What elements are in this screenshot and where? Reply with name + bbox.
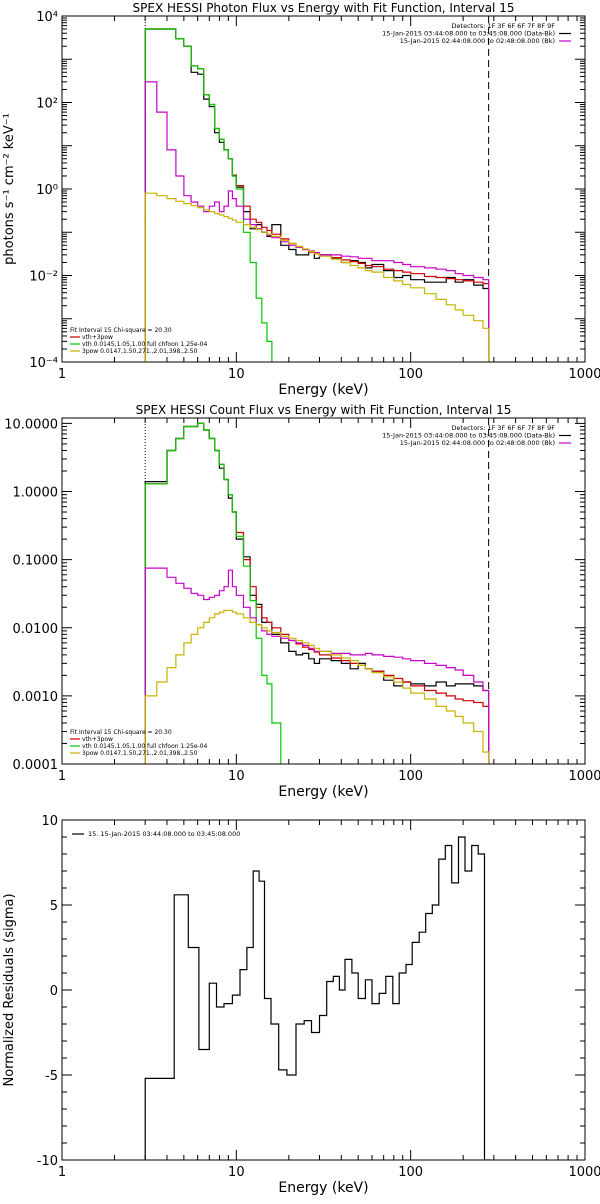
legend-bottom-left-text: 3pow 0.0147,1.50,271.,2.01,398.,2.50 — [82, 348, 198, 355]
series-group — [144, 28, 490, 362]
y-tick-label: 10⁰ — [36, 183, 58, 198]
x-tick-label: 1 — [58, 769, 66, 784]
y-tick-label: 0 — [50, 984, 58, 999]
series-15 — [144, 836, 491, 1160]
y-tick-label: 0.0010 — [13, 690, 59, 705]
legend-top-left-text: 15. 15-Jan-2015 03:44:08.000 to 03:45:08… — [88, 830, 240, 838]
legend-bottom-left-text: Fit Interval 15 Chi-square = 20.30 — [70, 327, 172, 334]
series-group — [144, 422, 490, 764]
x-axis-label: Energy (keV) — [278, 784, 368, 800]
chart-title: SPEX HESSI Photon Flux vs Energy with Fi… — [133, 1, 515, 15]
legend-bottom-left-text: vth 0.0145,1.05,1.00 full chfoon 1.25e-0… — [82, 341, 208, 348]
y-tick-label: 10.0000 — [4, 417, 58, 432]
y-tick-label: 10⁻² — [29, 270, 58, 285]
plot-frame — [61, 819, 586, 1161]
x-tick-label: 1000 — [568, 769, 600, 784]
legend-top-right-text: 15-Jan-2015 02:44:08.000 to 02:48:08.000… — [400, 439, 555, 447]
legend-bottom-left-text: vth+3pow — [82, 736, 113, 743]
chart-panel-3: 1 10 100 1000 10 5 0 -5 -10 Energy (keV) Normalize… — [2, 814, 600, 1196]
chart-title: SPEX HESSI Count Flux vs Energy with Fit… — [136, 403, 512, 417]
x-tick-label: 100 — [398, 1165, 423, 1180]
y-tick-label: 5 — [50, 899, 58, 914]
legend-bottom-left-text: vth 0.0145,1.05,1.00 full chfoon 1.25e-0… — [82, 743, 208, 750]
y-tick-label: 10 — [41, 814, 58, 829]
legend-top-right-text: 15-Jan-2015 03:44:08.000 to 03:45:08.000… — [382, 30, 555, 38]
x-tick-label: 1 — [58, 1165, 66, 1180]
x-tick-label: 10 — [228, 769, 245, 784]
series-vth — [144, 28, 273, 362]
series-3pow — [144, 192, 490, 362]
chart-panel-2: SPEX HESSI Count Flux vs Energy with Fit… — [4, 403, 600, 800]
x-tick-label: 10 — [228, 1165, 245, 1180]
legend-top-right-text: Detectors: 1F 3F 6F 6F 7F 8F 9F — [452, 22, 556, 30]
y-tick-label: 10⁴ — [36, 10, 58, 25]
legend-top-right-text: 15-Jan-2015 02:44:08.000 to 02:48:08.000… — [400, 37, 555, 45]
y-tick-label: -10 — [37, 1154, 58, 1169]
y-tick-label: -5 — [45, 1069, 58, 1084]
y-tick-label: 0.0100 — [13, 622, 59, 637]
legend-bottom-left-text: vth+3pow — [82, 334, 113, 341]
y-tick-label: 0.0001 — [13, 758, 59, 773]
x-tick-label: 1000 — [568, 1165, 600, 1180]
x-tick-label: 100 — [398, 769, 423, 784]
legend-bottom-left-text: 3pow 0.0147,1.50,271.,2.01,398.,2.50 — [82, 750, 198, 757]
y-tick-label: 1.0000 — [13, 486, 59, 501]
x-axis-label: Energy (keV) — [278, 382, 368, 398]
series-group — [144, 836, 491, 1160]
x-tick-label: 100 — [398, 367, 423, 382]
x-axis-label: Energy (keV) — [278, 1180, 368, 1196]
x-tick-label: 1000 — [568, 367, 600, 382]
chart-panel-1: SPEX HESSI Photon Flux vs Energy with Fi… — [2, 1, 600, 398]
y-axis-label: Normalized Residuals (sigma) — [2, 893, 17, 1086]
plot-frame — [61, 417, 586, 765]
series-3pow — [144, 609, 490, 764]
legend-bottom-left-text: Fit Interval 15 Chi-square = 20.30 — [70, 729, 172, 736]
series-bk — [144, 567, 490, 764]
y-axis-label: photons s⁻¹ cm⁻² keV⁻¹ — [2, 113, 17, 265]
x-tick-label: 10 — [228, 367, 245, 382]
y-tick-label: 10² — [36, 97, 58, 112]
legend-top-right-text: 15-Jan-2015 03:44:08.000 to 03:45:08.000… — [382, 432, 555, 440]
y-tick-label: 0.1000 — [13, 554, 59, 569]
series-vth — [144, 422, 282, 764]
legend-top-right-text: Detectors: 1F 3F 6F 6F 7F 8F 9F — [452, 424, 556, 432]
x-tick-label: 1 — [58, 367, 66, 382]
y-tick-label: 10⁻⁴ — [29, 356, 58, 371]
plot-frame — [61, 15, 586, 363]
